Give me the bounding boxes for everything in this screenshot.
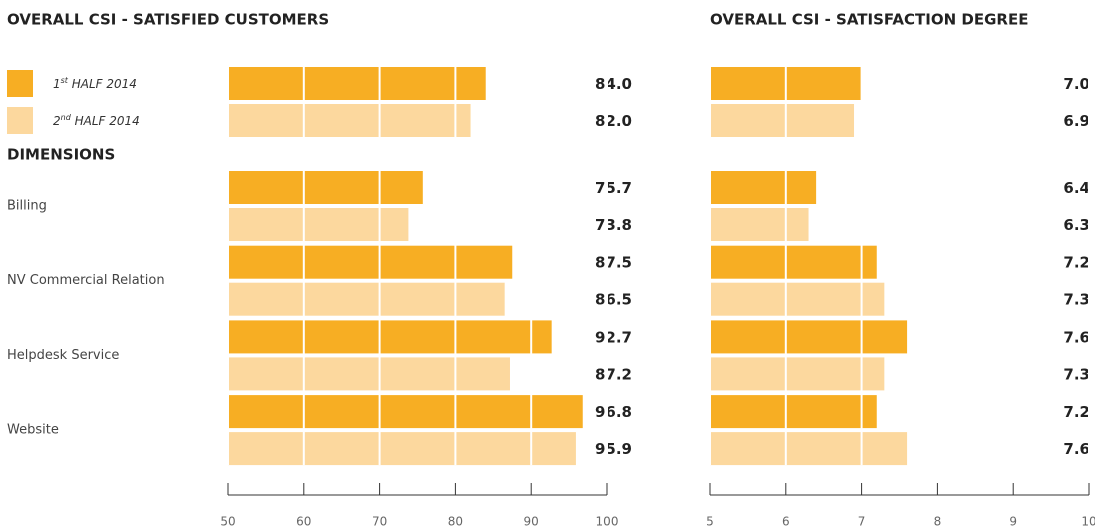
value-label: 7.6: [1063, 440, 1090, 458]
value-label: 82.0: [595, 112, 632, 130]
x-tick-label: 80: [448, 515, 463, 529]
value-label: 6.9: [1063, 112, 1090, 130]
bar: [710, 282, 885, 316]
bar: [228, 67, 486, 100]
bar: [710, 245, 877, 279]
bar: [228, 357, 510, 391]
value-label: 95.9: [595, 440, 632, 458]
legend-swatch: [7, 70, 33, 97]
value-label: 7.3: [1063, 291, 1090, 309]
category-label: Helpdesk Service: [7, 348, 119, 363]
legend-label: 2nd HALF 2014: [53, 113, 140, 128]
x-tick-label: 9: [1009, 515, 1017, 529]
value-label: 7.3: [1063, 365, 1090, 383]
bar: [228, 171, 423, 204]
x-tick-label: 50: [220, 515, 235, 529]
x-tick-label: 5: [706, 515, 714, 529]
value-label: 84.0: [595, 75, 632, 93]
bar: [228, 208, 409, 241]
value-label: 7.0: [1063, 75, 1090, 93]
value-label: 87.5: [595, 254, 632, 272]
bar: [710, 357, 885, 391]
x-tick-label: 10: [1081, 515, 1095, 529]
category-label: Website: [7, 423, 59, 438]
value-label: 75.7: [595, 179, 632, 197]
value-label: 7.6: [1063, 328, 1090, 346]
bar: [710, 208, 809, 241]
chart-title: OVERALL CSI - SATISFACTION DEGREE: [710, 11, 1028, 29]
x-tick-label: 90: [524, 515, 539, 529]
bar: [228, 104, 471, 137]
x-tick-label: 6: [782, 515, 790, 529]
bar: [710, 395, 877, 429]
bar: [228, 432, 576, 466]
value-label: 92.7: [595, 328, 632, 346]
value-label: 96.8: [595, 403, 632, 421]
chart-title: OVERALL CSI - SATISFIED CUSTOMERS: [7, 11, 329, 29]
category-label: NV Commercial Relation: [7, 273, 165, 288]
bar: [228, 395, 583, 429]
x-tick-label: 7: [858, 515, 866, 529]
bar: [710, 432, 908, 466]
group-label: DIMENSIONS: [7, 146, 115, 164]
legend-swatch: [7, 107, 33, 134]
x-tick-label: 8: [934, 515, 942, 529]
value-label: 6.4: [1063, 179, 1090, 197]
value-label: 73.8: [595, 216, 632, 234]
legend-label: 1st HALF 2014: [53, 76, 137, 91]
value-label: 6.3: [1063, 216, 1090, 234]
bar: [710, 320, 908, 354]
x-tick-label: 60: [296, 515, 311, 529]
bar: [228, 245, 513, 279]
value-label: 87.2: [595, 365, 632, 383]
bar: [228, 320, 552, 354]
bar: [228, 282, 505, 316]
x-tick-label: 100: [596, 515, 619, 529]
value-label: 86.5: [595, 291, 632, 309]
bar: [710, 171, 817, 204]
value-label: 7.2: [1063, 403, 1090, 421]
bar: [710, 104, 855, 137]
category-label: Billing: [7, 199, 47, 214]
x-tick-label: 70: [372, 515, 387, 529]
value-label: 7.2: [1063, 254, 1090, 272]
